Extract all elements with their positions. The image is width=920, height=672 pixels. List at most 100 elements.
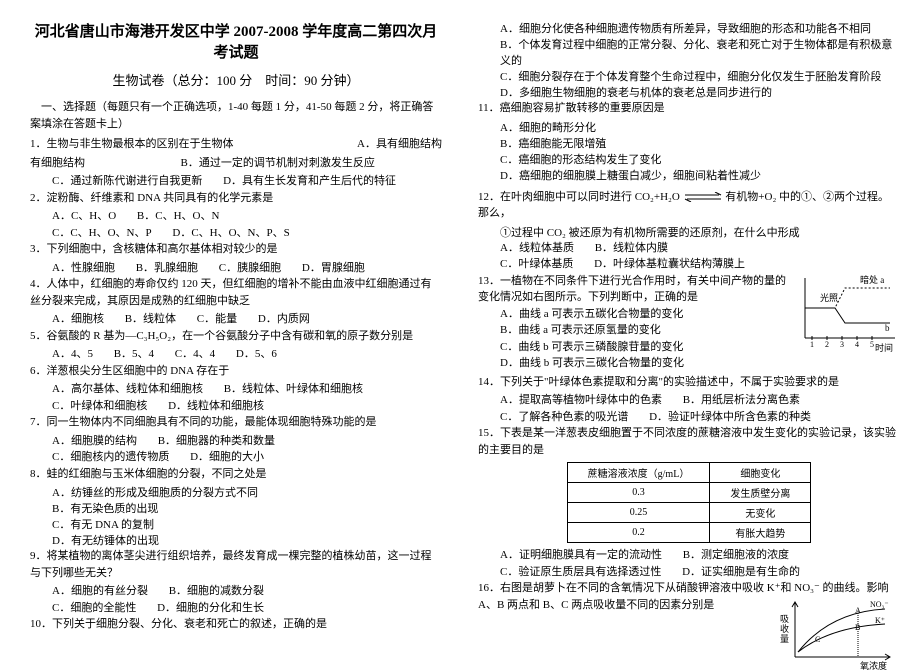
q1: 1．生物与非生物最根本的区别在于生物体 A．具有细胞结构: [30, 136, 442, 153]
q4-b: B．线粒体: [125, 311, 176, 328]
q10-c: C．细胞分裂存在于个体发育整个生命过程中，细胞分化仅发生于胚胎发育阶段: [478, 68, 900, 84]
q3-c: C．胰腺细胞: [219, 260, 281, 277]
q2-b: B．C、H、O、N: [137, 208, 220, 225]
q2-stem: 2．淀粉酶、纤维素和 DNA 共同具有的化学元素是: [30, 190, 442, 207]
q1-row3: C．通过新陈代谢进行自我更新 D．具有生长发育和产生后代的特征: [30, 173, 442, 190]
q5-opts: A．4、5 B．5、4 C．4、4 D．5、6: [30, 346, 442, 363]
q12-d: D．叶绿体基粒囊状结构薄膜上: [594, 256, 745, 273]
q5-c: C．4、4: [175, 346, 215, 363]
svg-text:收: 收: [780, 623, 789, 634]
q13-chart: 物质的量 时间 光照 暗处 a b 12 34 5: [790, 273, 900, 353]
q14-opts2: C．了解各种色素的吸光谱 D．验证叶绿体中所含色素的种类: [478, 409, 900, 426]
q11-d: D．癌细胞的细胞膜上糖蛋白减少，细胞间粘着性减少: [478, 167, 900, 183]
q15-d: D．证实细胞是有生命的: [682, 564, 800, 581]
q15-a: A．证明细胞膜具有一定的流动性: [500, 547, 662, 564]
q14-stem: 14．下列关于"叶绿体色素提取和分离"的实验描述中，不属于实验要求的是: [478, 374, 900, 391]
q8-stem: 8．蛙的红细胞与玉米体细胞的分裂，不同之处是: [30, 466, 442, 483]
q15-opts1: A．证明细胞膜具有一定的流动性 B．测定细胞液的浓度: [478, 547, 900, 564]
q6-opts2: C．叶绿体和细胞核 D．线粒体和细胞核: [30, 398, 442, 415]
q6-c: C．叶绿体和细胞核: [52, 398, 147, 415]
exam-subtitle: 生物试卷（总分：100 分 时间：90 分钟）: [30, 70, 442, 89]
q11-c: C．癌细胞的形态结构发生了变化: [478, 151, 900, 167]
q3-stem: 3．下列细胞中，含核糖体和高尔基体相对较少的是: [30, 241, 442, 258]
th-1: 细胞变化: [710, 463, 811, 483]
q16-chart: NO₃⁻ K⁺ A B C 吸收量 氧浓度: [780, 597, 900, 672]
q10-stem: 10．下列关于细胞分裂、分化、衰老和死亡的叙述，正确的是: [30, 616, 442, 633]
q14-d: D．验证叶绿体中所含色素的种类: [649, 409, 811, 426]
q9-opts1: A．细胞的有丝分裂 B．细胞的减数分裂: [30, 583, 442, 600]
q13-stem: 13．一植物在不同条件下进行光合作用时，有关中间产物的量的变化情况如右图所示。下…: [478, 275, 786, 304]
svg-text:1: 1: [810, 340, 814, 349]
q7-stem: 7．同一生物体内不同细胞具有不同的功能，最能体现细胞特殊功能的是: [30, 414, 442, 431]
q9-stem: 9．将某植物的离体茎尖进行组织培养，最终发育成一棵完整的植株幼苗，这一过程与下列…: [30, 548, 442, 581]
q3-b: B．乳腺细胞: [136, 260, 198, 277]
q1-stem: 1．生物与非生物最根本的区别在于生物体: [30, 138, 234, 150]
q12-opts1: A．线粒体基质 B．线粒体内膜: [478, 240, 900, 257]
q4-d: D．内质网: [258, 311, 310, 328]
q6-stem: 6．洋葱根尖分生区细胞中的 DNA 存在于: [30, 363, 442, 380]
q11-b: B．癌细胞能无限增殖: [478, 135, 900, 151]
q12-a: A．线粒体基质: [500, 240, 574, 257]
svg-text:量: 量: [780, 634, 789, 644]
q12-opts2: C．叶绿体基质 D．叶绿体基粒囊状结构薄膜上: [478, 256, 900, 273]
q14-c: C．了解各种色素的吸光谱: [500, 409, 628, 426]
q3-d: D．胃腺细胞: [302, 260, 365, 277]
q2-d: D．C、H、O、N、P、S: [172, 225, 289, 242]
q1-a: A．具有细胞结构: [357, 136, 442, 153]
q6-a: A．高尔基体、线粒体和细胞核: [52, 381, 203, 398]
svg-text:氧浓度: 氧浓度: [860, 660, 887, 671]
q5-stem: 5．谷氨酸的 R 基为—C₃H₅O₂，在一个谷氨酸分子中含有碳和氧的原子数分别是: [30, 328, 442, 345]
q5-d: D．5、6: [236, 346, 277, 363]
q4-c: C．能量: [197, 311, 237, 328]
q4-opts: A．细胞核 B．线粒体 C．能量 D．内质网: [30, 311, 442, 328]
svg-text:3: 3: [840, 340, 844, 349]
svg-text:暗处 a: 暗处 a: [860, 274, 884, 285]
q15-stem: 15．下表是某一洋葱表皮细胞置于不同浓度的蔗糖溶液中发生变化的实验记录，该实验的…: [478, 425, 900, 458]
svg-text:时间: 时间: [875, 342, 893, 353]
equilibrium-arrow-icon: [683, 192, 723, 202]
q1-d: D．具有生长发育和产生后代的特征: [223, 173, 396, 190]
q6-opts1: A．高尔基体、线粒体和细胞核 B．线粒体、叶绿体和细胞核: [30, 381, 442, 398]
svg-text:2: 2: [825, 340, 829, 349]
q13-d: D．曲线 b 可表示三碳化合物量的变化: [478, 355, 900, 372]
q10-b: B．个体发育过程中细胞的正常分裂、分化、衰老和死亡对于生物体都是有积极意义的: [478, 36, 900, 68]
q4-stem: 4．人体中，红细胞的寿命仅约 120 天，但红细胞的增补不能由血液中红细胞通过有…: [30, 276, 442, 309]
exam-title: 河北省唐山市海港开发区中学 2007-2008 学年度高二第四次月考试题: [30, 20, 442, 62]
q12-b: B．线粒体内膜: [595, 240, 668, 257]
svg-text:b: b: [885, 323, 890, 333]
q2-c: C．C、H、O、N、P: [52, 225, 152, 242]
q9-a: A．细胞的有丝分裂: [52, 583, 148, 600]
q2-opts2: C．C、H、O、N、P D．C、H、O、N、P、S: [30, 225, 442, 242]
svg-text:吸: 吸: [780, 614, 789, 624]
svg-text:4: 4: [855, 340, 859, 349]
q13: 物质的量 时间 光照 暗处 a b 12 34 5 13．一植物在不同条件下进行…: [478, 273, 900, 372]
q9-d: D．细胞的分化和生长: [157, 600, 264, 617]
section-1-heading: 一、选择题（每题只有一个正确选项，1-40 每题 1 分，41-50 每题 2 …: [30, 99, 442, 132]
q8-a: A．纺锤丝的形成及细胞质的分裂方式不同: [30, 484, 442, 500]
svg-text:C: C: [815, 635, 820, 644]
q7-opts1: A．细胞膜的结构 B．细胞器的种类和数量: [30, 433, 442, 450]
svg-text:NO₃⁻: NO₃⁻: [870, 600, 889, 609]
q7-b: B．细胞器的种类和数量: [158, 433, 275, 450]
q1-c: C．通过新陈代谢进行自我更新: [52, 173, 202, 190]
q16: 16．右图是胡萝卜在不同的含氧情况下从硝酸钾溶液中吸收 K⁺和 NO₃⁻ 的曲线…: [478, 580, 900, 613]
q6-d: D．线粒体和细胞核: [168, 398, 264, 415]
q5-a: A．4、5: [52, 346, 93, 363]
q9-b: B．细胞的减数分裂: [169, 583, 264, 600]
table-row: 0.3发生质壁分离: [567, 483, 811, 503]
q12-stem2: ①过程中 CO₂ 被还原为有机物所需要的还原剂，在什么中形成: [478, 224, 900, 240]
q1-row2: 有细胞结构 B．通过一定的调节机制对刺激发生反应: [30, 155, 442, 172]
q3-a: A．性腺细胞: [52, 260, 115, 277]
table-row: 0.25无变化: [567, 503, 811, 523]
q11-stem: 11．癌细胞容易扩散转移的重要原因是: [478, 100, 900, 117]
q5-b: B．5、4: [114, 346, 154, 363]
q2-opts1: A．C、H、O B．C、H、O、N: [30, 208, 442, 225]
q1-b: B．通过一定的调节机制对刺激发生反应: [181, 157, 375, 169]
q15-table: 蔗糖溶液浓度（g/mL） 细胞变化 0.3发生质壁分离 0.25无变化 0.2有…: [567, 462, 812, 543]
q3-opts: A．性腺细胞 B．乳腺细胞 C．胰腺细胞 D．胃腺细胞: [30, 260, 442, 277]
svg-text:5: 5: [870, 340, 874, 349]
q8-c: C．有无 DNA 的复制: [30, 516, 442, 532]
q6-b: B．线粒体、叶绿体和细胞核: [224, 381, 363, 398]
table-row: 0.2有胀大趋势: [567, 523, 811, 543]
q4-a: A．细胞核: [52, 311, 104, 328]
